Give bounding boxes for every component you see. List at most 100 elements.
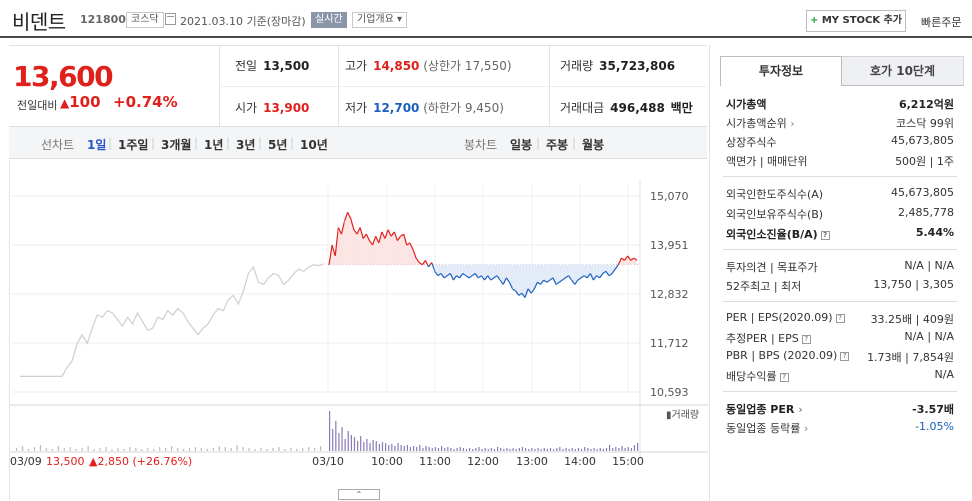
sector-rate-row[interactable]: 동일업종 등락률 › -1.05% [726,420,954,438]
down-line-segment [518,292,523,296]
market-cap-rank-row[interactable]: 시가총액순위 › 코스닥 99위 [726,115,954,133]
diff-value: ▲100 [60,93,101,111]
help-icon[interactable]: ? [840,351,850,361]
tab-investment-info[interactable]: 투자정보 [720,56,842,86]
today-volume-bar [497,447,499,451]
down-line-segment [555,281,560,285]
shares-label: 상장주식수 [726,136,777,149]
prev-volume-bar [75,449,77,451]
x-tick-label: 11:00 [419,455,451,468]
per-row: PER | EPS(2020.09)? 33.25배 | 409원 [726,311,954,329]
up-line-segment [633,257,638,261]
open-price: 시가 13,900 [235,99,309,116]
today-volume-bar [409,447,412,451]
per-label: PER | EPS(2020.09)? [726,311,845,324]
diff-rate: +0.74% [113,93,178,111]
my-stock-add-button[interactable]: + MY STOCK 추가 [806,10,906,32]
today-volume-bar [400,445,402,451]
up-area [627,255,631,265]
today-volume-bar [357,441,359,451]
tab-period-1w[interactable]: 1주일 [118,138,149,152]
down-line-segment [596,275,601,279]
today-volume-bar [490,448,492,451]
chart-scroll-handle[interactable]: ⌃ [338,489,380,500]
prev-volume-bar [165,448,167,451]
tab-order-book[interactable]: 호가 10단계 [842,56,964,86]
down-area [565,264,569,278]
up-line-segment [362,233,367,239]
sector-rate-text: 동일업종 등락률 [726,422,801,435]
today-volume-bar [609,445,611,451]
today-volume-bar [621,446,623,451]
dividend-label: 배당수익률? [726,368,789,384]
candle-chart-label: 봉차트 [464,138,498,152]
tab-period-10y[interactable]: 10년 [300,138,328,152]
today-volume-bar [462,448,464,451]
down-line-segment [592,275,598,281]
up-area [621,258,625,265]
tab-period-1d[interactable]: 1일 [87,138,107,152]
price-chart[interactable]: 15,070 13,951 12,832 11,712 10,593 ▮거래량 03/10 1… [9,160,708,500]
down-area [500,264,504,285]
tab-candle-weekly[interactable]: 주봉 [546,138,569,152]
down-line-segment [533,281,538,290]
down-line-segment [561,277,566,281]
down-area [581,264,585,278]
tab-separator: | [572,136,577,150]
line-segment [431,262,434,265]
realtime-button[interactable]: 실시간 [311,12,347,28]
today-volume-bar [372,440,374,451]
prev-close: 전일 13,500 [235,57,309,74]
help-icon[interactable]: ? [801,334,811,344]
tab-candle-daily[interactable]: 일봉 [510,138,533,152]
down-line-segment [462,272,467,277]
prev-volume-bar [45,448,48,451]
up-line-segment [617,257,622,265]
prev-volume-bar [176,448,179,451]
down-area [437,264,441,276]
up-line-segment [412,249,417,259]
help-icon[interactable]: ? [779,372,789,382]
company-overview-dropdown[interactable]: 기업개요 ▾ [352,12,408,28]
prev-volume-bar [16,448,18,451]
down-line-segment [580,275,585,279]
up-line-segment [621,257,625,261]
quick-order-link[interactable]: 빠른주문 [921,16,962,29]
tab-period-3m[interactable]: 3개월 [161,138,192,152]
up-line-segment [371,236,377,246]
today-volume-bar [350,435,352,451]
today-volume-bar [447,447,449,451]
tab-period-5y[interactable]: 5년 [268,138,288,152]
down-line-segment [552,277,557,285]
tab-period-1y[interactable]: 1년 [204,138,224,152]
today-volume-bar [378,444,380,451]
pbr-value: 1.73배 | 7,854원 [867,351,954,364]
tab-period-3y[interactable]: 3년 [236,138,256,152]
today-volume-bar [528,449,530,451]
volume-label: ▮거래량 [666,409,699,421]
market-cap-rank-value: 코스닥 99위 [896,117,954,130]
prev-volume-bar [135,448,137,451]
up-line-segment [378,231,383,244]
est-per-label: 추정PER | EPS? [726,330,811,346]
down-area [571,264,575,285]
tab-candle-monthly[interactable]: 월봉 [582,138,605,152]
today-volume-bar [394,446,396,451]
up-line-segment [624,255,629,261]
down-area [577,264,581,281]
help-icon[interactable]: ? [820,230,830,240]
x-tick-label: 10:00 [371,455,403,468]
up-area [344,212,348,265]
prev-volume-bar [278,447,280,451]
down-area [574,264,578,285]
prev-volume-bar [182,449,185,451]
down-line-segment [487,275,492,281]
up-line-segment [347,211,352,220]
help-icon[interactable]: ? [835,313,845,323]
today-volume-bar [630,448,632,451]
prev-volume-bar [153,449,155,451]
sector-per-row[interactable]: 동일업종 PER › -3.57배 [726,401,954,419]
up-area [397,236,401,265]
today-volume-bar [493,449,496,451]
today-volume-bar [565,448,567,451]
